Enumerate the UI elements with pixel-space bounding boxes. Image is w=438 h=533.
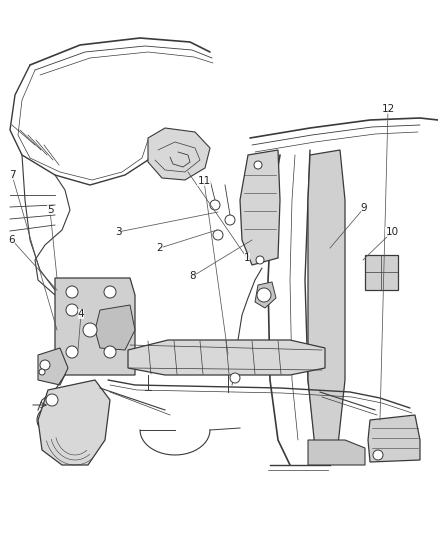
Polygon shape: [38, 380, 110, 465]
Circle shape: [104, 346, 116, 358]
Text: 2: 2: [157, 243, 163, 253]
Circle shape: [66, 286, 78, 298]
Circle shape: [210, 200, 220, 210]
Circle shape: [225, 215, 235, 225]
Polygon shape: [55, 278, 135, 375]
Circle shape: [104, 286, 116, 298]
Circle shape: [213, 230, 223, 240]
Circle shape: [46, 394, 58, 406]
Polygon shape: [255, 282, 276, 308]
Circle shape: [373, 450, 383, 460]
Text: 4: 4: [78, 309, 84, 319]
Text: 1: 1: [244, 253, 250, 263]
Text: 8: 8: [190, 271, 196, 281]
Circle shape: [256, 256, 264, 264]
Text: 9: 9: [360, 203, 367, 213]
Text: 7: 7: [9, 170, 15, 180]
Text: 3: 3: [115, 227, 121, 237]
Polygon shape: [308, 150, 345, 448]
Text: 10: 10: [385, 227, 399, 237]
Circle shape: [254, 161, 262, 169]
Circle shape: [66, 304, 78, 316]
Circle shape: [39, 369, 45, 375]
Text: 11: 11: [198, 176, 211, 186]
Polygon shape: [128, 340, 325, 375]
Polygon shape: [240, 150, 280, 265]
Circle shape: [230, 373, 240, 383]
Polygon shape: [365, 255, 398, 290]
Polygon shape: [95, 305, 135, 350]
Polygon shape: [368, 415, 420, 462]
Polygon shape: [148, 128, 210, 180]
Text: 6: 6: [9, 235, 15, 245]
Text: 5: 5: [47, 205, 53, 215]
Circle shape: [66, 346, 78, 358]
Circle shape: [40, 360, 50, 370]
Polygon shape: [308, 440, 365, 465]
Text: 12: 12: [381, 104, 395, 114]
Circle shape: [83, 323, 97, 337]
Polygon shape: [38, 348, 68, 385]
Circle shape: [257, 288, 271, 302]
